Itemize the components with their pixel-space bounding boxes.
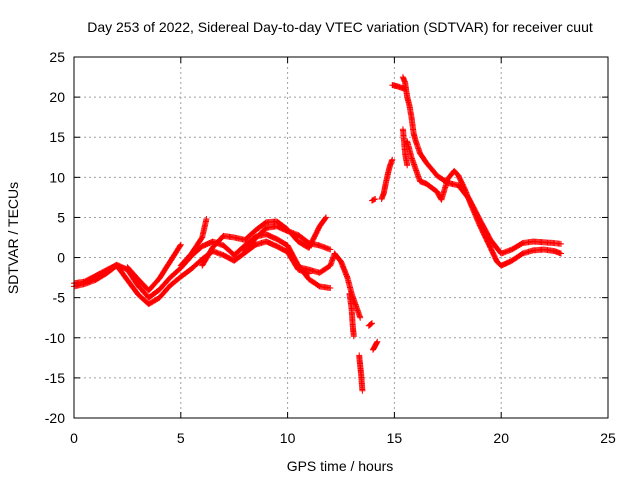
- y-tick-label: -15: [45, 370, 65, 386]
- y-tick-label: -10: [45, 330, 65, 346]
- series-trace-h: [346, 290, 357, 340]
- series-trace-i: [356, 352, 366, 394]
- series-trace-k: [370, 338, 381, 353]
- y-tick-label: -20: [45, 410, 65, 426]
- chart-title: Day 253 of 2022, Sidereal Day-to-day VTE…: [87, 19, 593, 35]
- plus-markers: [399, 126, 411, 169]
- series-trace-l: [369, 196, 379, 204]
- y-tick-label: 0: [57, 250, 65, 266]
- series-trace-p: [399, 126, 411, 169]
- plus-markers: [346, 290, 357, 340]
- y-tick-label: -5: [53, 290, 66, 306]
- plus-markers: [365, 320, 375, 329]
- y-axis-label: SDTVAR / TECUs: [5, 182, 21, 294]
- y-tick-label: 20: [49, 89, 65, 105]
- grid-lines: [74, 57, 608, 418]
- series-trace-f: [241, 223, 334, 255]
- y-tick-label: 5: [57, 209, 65, 225]
- x-tick-label: 5: [177, 430, 185, 446]
- series-trace-j: [365, 320, 375, 329]
- plus-markers: [404, 138, 564, 269]
- x-axis-ticks: 0 5 10 15 20 25: [70, 57, 616, 446]
- y-tick-label: 15: [49, 129, 65, 145]
- x-tick-label: 10: [280, 430, 296, 446]
- x-tick-label: 0: [70, 430, 78, 446]
- x-axis-label: GPS time / hours: [287, 458, 394, 474]
- plus-markers: [124, 241, 184, 294]
- series-trace-c: [124, 241, 184, 294]
- y-tick-label: 10: [49, 169, 65, 185]
- x-tick-label: 20: [493, 430, 509, 446]
- plus-markers: [378, 156, 396, 202]
- plus-markers: [370, 338, 381, 353]
- series-trace-q: [404, 138, 564, 269]
- series-trace-d: [177, 216, 210, 269]
- y-axis-ticks: -20 -15 -10 -5 0 5 10 15 20 25: [45, 49, 608, 426]
- x-tick-label: 25: [600, 430, 616, 446]
- y-tick-label: 25: [49, 49, 65, 65]
- series-trace-m: [378, 156, 396, 202]
- plus-markers: [356, 352, 366, 394]
- plus-markers: [241, 223, 334, 255]
- x-tick-label: 15: [387, 430, 403, 446]
- plus-markers: [177, 216, 210, 269]
- plus-markers: [369, 196, 379, 204]
- plot-frame: [73, 56, 609, 419]
